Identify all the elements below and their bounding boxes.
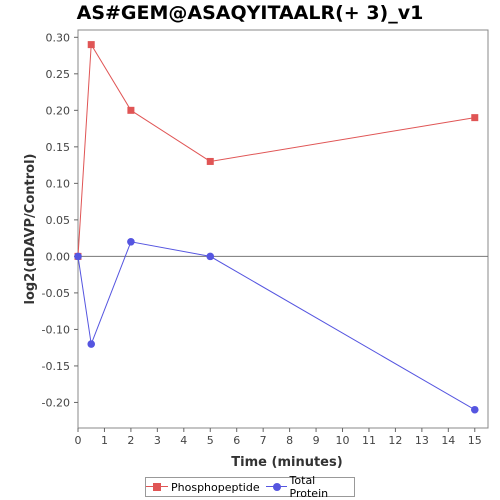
legend-swatch-circle-icon [265,482,287,492]
x-tick-label: 0 [75,434,82,447]
legend-label: Phosphopeptide [171,480,260,494]
y-tick-label: 0.05 [46,214,71,227]
data-point-square [87,41,95,49]
y-tick-label: 0.15 [46,141,71,154]
x-tick-label: 5 [207,434,214,447]
x-tick-label: 3 [154,434,161,447]
legend-item-phosphopeptide: Phosphopeptide [146,481,260,494]
x-tick-label: 12 [388,434,402,447]
x-tick-label: 10 [336,434,350,447]
y-tick-label: 0.10 [46,177,71,190]
legend-item-total-protein: Total Protein [265,474,354,500]
x-tick-label: 15 [468,434,482,447]
x-tick-label: 8 [286,434,293,447]
x-tick-label: 1 [101,434,108,447]
x-tick-label: 2 [127,434,134,447]
data-point-square [206,157,214,165]
x-tick-label: 9 [313,434,320,447]
y-tick-label: -0.15 [42,360,70,373]
y-axis-title: log2(dDAVP/Control) [23,154,38,305]
x-axis-title: Time (minutes) [231,455,342,470]
x-tick-label: 11 [362,434,376,447]
chart-title: AS#GEM@ASAQYITAALR(+ 3)_v1 [76,2,424,24]
data-point-circle [127,237,135,246]
x-tick-label: 4 [180,434,187,447]
data-point-circle [206,252,215,261]
legend-swatch-square-icon [146,482,168,492]
legend-label: Total Protein [289,474,329,500]
data-point-circle [470,405,479,414]
chart-legend: Phosphopeptide Total Protein [145,474,355,500]
data-point-square [127,106,135,114]
x-tick-label: 13 [415,434,429,447]
data-point-circle [87,340,96,348]
x-tick-label: 7 [260,434,267,447]
y-tick-label: 0.25 [46,68,71,81]
y-tick-label: 0.20 [46,104,71,117]
y-tick-label: -0.05 [42,287,70,300]
plot-area [77,29,489,429]
x-tick-label: 14 [441,434,455,447]
data-point-circle [74,252,82,261]
y-tick-label: 0.30 [46,31,71,44]
x-tick-label: 6 [233,434,240,447]
y-tick-label: 0.00 [46,250,71,263]
y-tick-label: -0.20 [42,396,70,409]
data-point-square [471,114,479,122]
y-tick-label: -0.10 [42,323,70,336]
